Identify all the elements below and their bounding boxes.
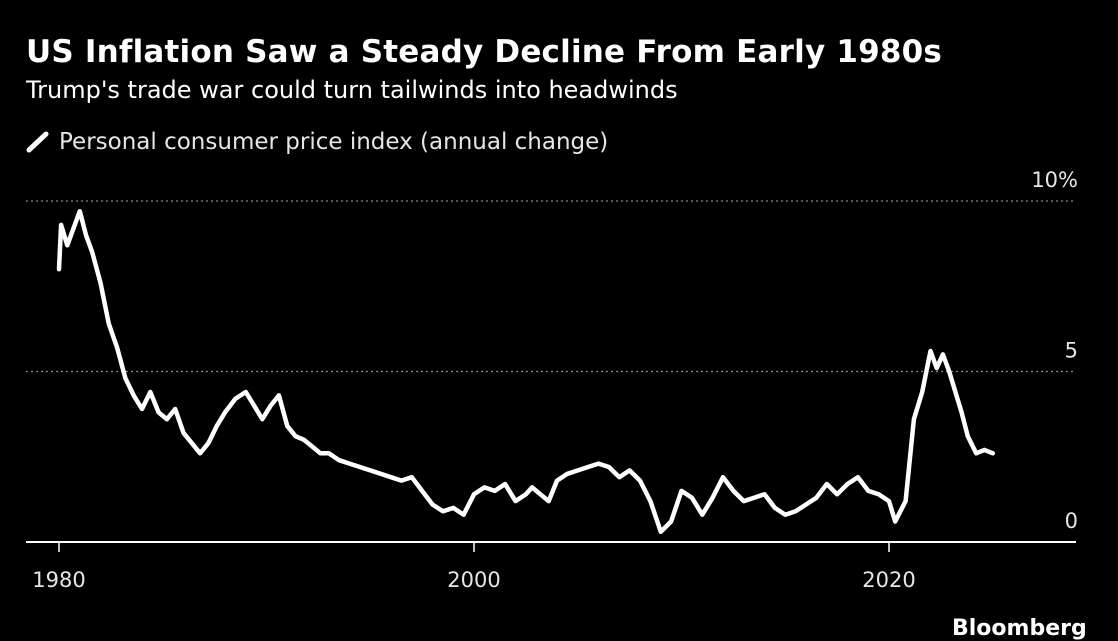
source-logo: Bloomberg (952, 616, 1087, 641)
x-tick-label-2000: 2000 (447, 568, 500, 592)
y-tick-label-10: 10% (1031, 168, 1078, 192)
series-layer (56, 208, 996, 535)
x-tick-label-2020: 2020 (862, 568, 915, 592)
line-chart: 1980 2000 2020 0 5 10% (26, 168, 1078, 592)
legend-line-icon (26, 131, 49, 153)
y-axis: 0 5 10% (1031, 168, 1078, 533)
chart-legend: Personal consumer price index (annual ch… (26, 126, 608, 158)
gridlines (26, 200, 1076, 373)
legend-label: Personal consumer price index (annual ch… (59, 129, 609, 155)
x-axis: 1980 2000 2020 (26, 541, 1076, 592)
chart-subtitle: Trump's trade war could turn tailwinds i… (26, 76, 678, 104)
x-tick-label-1980: 1980 (32, 568, 85, 592)
chart-title: US Inflation Saw a Steady Decline From E… (26, 34, 943, 70)
series-line-0 (56, 208, 996, 535)
y-tick-label-0: 0 (1065, 509, 1078, 533)
y-tick-label-5: 5 (1065, 339, 1078, 363)
